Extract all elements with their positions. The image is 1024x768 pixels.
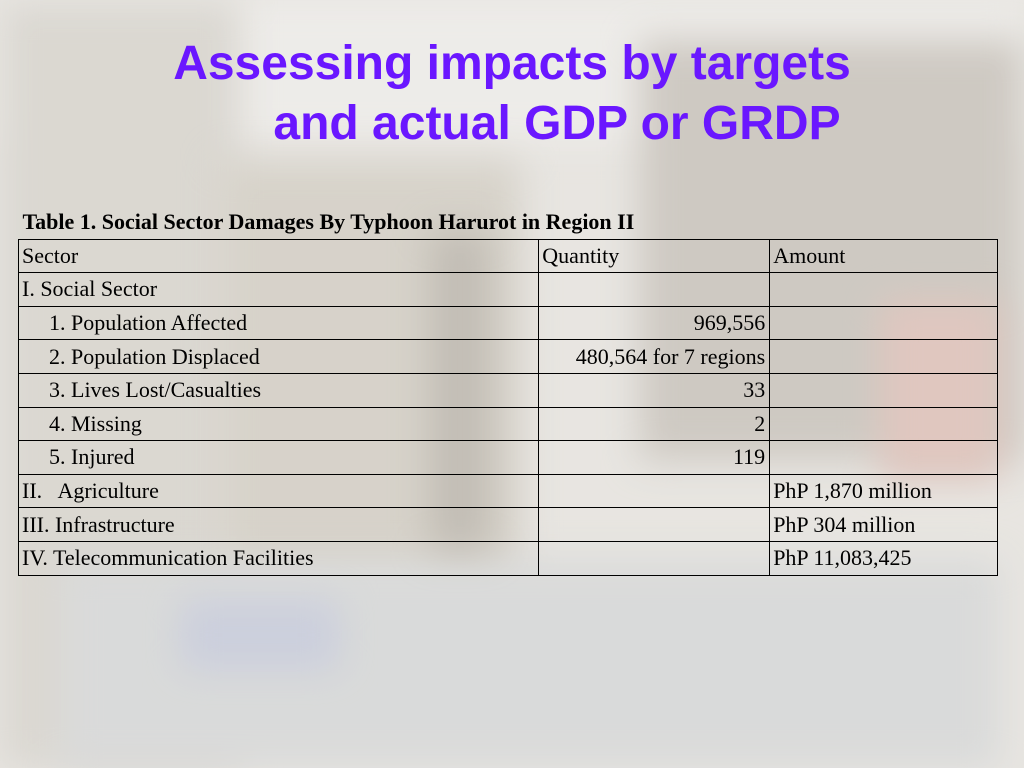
table-row: 1. Population Affected 969,556 <box>17 305 998 341</box>
quantity-cell <box>538 507 771 542</box>
table-row: 3. Lives Lost/Casualties 33 <box>17 372 998 408</box>
quantity-cell: 480,564 for 7 regions <box>538 339 771 374</box>
header-quantity: Quantity <box>538 238 771 274</box>
quantity-cell: 2 <box>538 406 771 442</box>
sector-cell: 1. Population Affected <box>17 305 540 341</box>
header-sector: Sector <box>17 238 540 274</box>
table-row: 4. Missing 2 <box>17 406 998 442</box>
amount-cell <box>769 406 998 442</box>
sector-cell: III. Infrastructure <box>17 507 540 542</box>
table-row: I. Social Sector <box>17 272 998 307</box>
amount-cell: PhP 1,870 million <box>769 473 998 509</box>
sector-cell: I. Social Sector <box>17 272 540 307</box>
amount-cell <box>769 372 998 408</box>
slide-title-line-1: Assessing impacts by targets <box>173 37 851 90</box>
quantity-cell <box>538 473 771 509</box>
quantity-cell <box>538 272 771 307</box>
sector-cell: 4. Missing <box>17 406 540 442</box>
slide-title: Assessing impacts by targets and actual … <box>60 34 964 154</box>
table-row: III. Infrastructure PhP 304 million <box>17 507 998 542</box>
sector-cell: IV. Telecommunication Facilities <box>17 540 540 576</box>
amount-cell <box>769 339 998 374</box>
sector-cell: II. Agriculture <box>17 473 540 509</box>
slide-title-line-2: and actual GDP or GRDP <box>273 97 841 150</box>
quantity-cell: 119 <box>538 440 771 475</box>
quantity-cell: 969,556 <box>538 305 771 341</box>
amount-cell <box>769 305 998 341</box>
header-amount: Amount <box>769 238 998 274</box>
amount-cell: PhP 304 million <box>769 507 998 542</box>
damages-table: Table 1. Social Sector Damages By Typhoo… <box>17 206 998 576</box>
quantity-cell <box>538 540 771 576</box>
amount-cell <box>769 272 998 307</box>
sector-cell: 2. Population Displaced <box>17 339 540 374</box>
table-header-row: Sector Quantity Amount <box>17 238 998 274</box>
quantity-cell: 33 <box>538 372 771 408</box>
table-row: II. Agriculture PhP 1,870 million <box>17 473 998 509</box>
amount-cell <box>769 440 998 475</box>
table-caption: Table 1. Social Sector Damages By Typhoo… <box>18 206 998 240</box>
sector-cell: 3. Lives Lost/Casualties <box>17 372 540 408</box>
amount-cell: PhP 11,083,425 <box>769 540 998 576</box>
table-row: IV. Telecommunication Facilities PhP 11,… <box>17 540 998 576</box>
sector-cell: 5. Injured <box>17 440 540 475</box>
table-row: 2. Population Displaced 480,564 for 7 re… <box>17 339 998 374</box>
table-row: 5. Injured 119 <box>17 440 998 475</box>
table-caption-row: Table 1. Social Sector Damages By Typhoo… <box>18 206 998 240</box>
